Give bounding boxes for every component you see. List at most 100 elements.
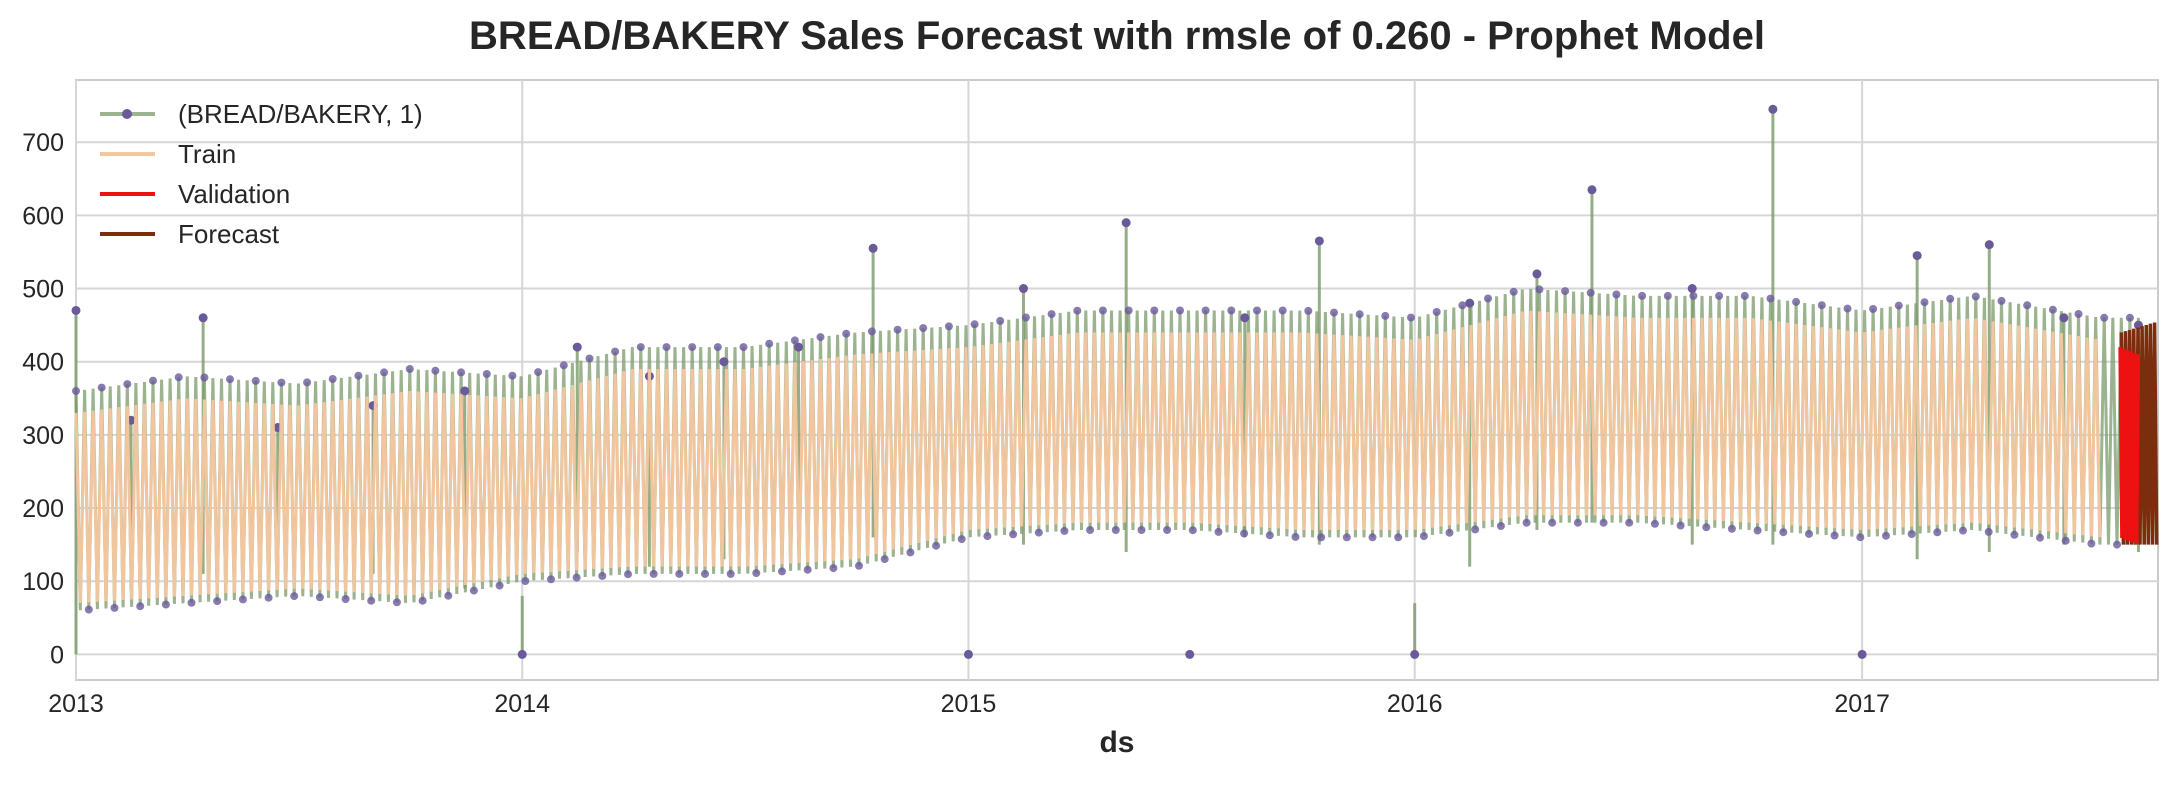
data-point	[1137, 526, 1146, 534]
data-point	[495, 581, 504, 590]
data-point	[482, 370, 491, 378]
data-point	[1265, 531, 1274, 540]
y-axis: 0 100 200 300 400 500 600 700	[22, 129, 64, 669]
data-point	[264, 593, 273, 602]
data-point	[1471, 525, 1480, 534]
data-point	[1047, 310, 1056, 319]
data-point	[1997, 296, 2006, 305]
data-point	[198, 313, 208, 323]
data-point	[1984, 240, 1994, 250]
data-point	[547, 575, 555, 584]
data-point	[1240, 529, 1249, 538]
data-point	[1612, 290, 1621, 299]
data-point	[598, 571, 607, 580]
data-point	[200, 373, 209, 382]
data-point	[624, 570, 632, 579]
data-point	[1561, 287, 1570, 296]
data-point	[1034, 528, 1043, 537]
data-point	[1073, 306, 1082, 315]
data-point	[1355, 310, 1364, 319]
data-point	[1522, 518, 1531, 527]
data-point	[457, 368, 466, 377]
data-point	[72, 387, 80, 395]
data-point	[963, 649, 973, 659]
data-point	[1086, 526, 1095, 534]
data-point	[1687, 284, 1697, 294]
data-point	[1548, 518, 1557, 527]
data-point	[1330, 308, 1338, 317]
data-point	[238, 595, 247, 604]
data-point	[534, 368, 543, 377]
data-point	[649, 569, 658, 578]
data-point	[1933, 528, 1942, 537]
x-tick-label: 2014	[494, 690, 550, 718]
data-point	[1599, 518, 1608, 527]
data-point	[405, 365, 414, 373]
data-point	[1912, 251, 1922, 261]
y-tick-label: 400	[22, 349, 64, 377]
data-point	[354, 371, 363, 380]
data-point	[367, 596, 376, 605]
x-tick-label: 2017	[1834, 690, 1890, 718]
data-point	[1715, 291, 1724, 300]
legend: (BREAD/BAKERY, 1) Train Validation Forecast	[100, 99, 423, 249]
data-point	[1432, 308, 1441, 316]
series-line-train	[74, 310, 2102, 603]
data-point	[97, 383, 106, 392]
data-point	[1650, 519, 1659, 528]
data-point	[778, 567, 786, 576]
legend-label: Validation	[178, 179, 290, 209]
x-axis-label: ds	[1099, 726, 1134, 759]
data-point	[572, 573, 581, 582]
legend-label: Forecast	[178, 219, 280, 249]
data-point	[1857, 649, 1867, 659]
data-point	[636, 343, 645, 352]
data-point	[1278, 306, 1287, 315]
data-point	[444, 591, 453, 600]
data-point	[1856, 533, 1865, 542]
data-point	[1291, 532, 1300, 541]
data-point	[2113, 540, 2121, 549]
data-point	[842, 329, 851, 338]
data-point	[1959, 526, 1967, 535]
data-point	[2036, 533, 2044, 542]
data-point	[508, 371, 517, 380]
data-point	[1381, 311, 1390, 320]
data-point	[431, 366, 440, 375]
data-point	[1625, 518, 1634, 527]
data-point	[1458, 301, 1467, 310]
data-point	[855, 561, 863, 570]
data-point	[174, 373, 183, 382]
x-tick-label: 2013	[48, 690, 104, 718]
data-point	[867, 327, 876, 336]
data-point	[2100, 313, 2109, 322]
data-point	[1663, 291, 1672, 300]
data-point	[213, 597, 222, 606]
data-point	[880, 555, 889, 564]
data-point	[1817, 301, 1826, 310]
data-point	[1121, 218, 1131, 228]
data-point	[1240, 313, 1250, 323]
data-point	[341, 595, 350, 603]
y-tick-label: 300	[22, 422, 64, 450]
y-tick-label: 100	[22, 568, 64, 596]
data-point	[983, 532, 992, 541]
data-point	[893, 325, 902, 334]
data-point	[1111, 526, 1120, 534]
x-tick-label: 2015	[941, 690, 997, 718]
data-point	[662, 343, 671, 352]
data-point	[719, 357, 729, 367]
data-point	[688, 343, 697, 352]
data-point	[315, 593, 324, 602]
data-point	[469, 586, 478, 595]
data-point	[1314, 236, 1324, 246]
data-point	[2048, 305, 2057, 314]
data-point	[1150, 306, 1159, 315]
data-point	[380, 368, 389, 377]
data-point	[1201, 306, 1210, 315]
data-point	[1009, 530, 1018, 539]
data-point	[726, 569, 735, 578]
data-point	[1779, 528, 1788, 537]
